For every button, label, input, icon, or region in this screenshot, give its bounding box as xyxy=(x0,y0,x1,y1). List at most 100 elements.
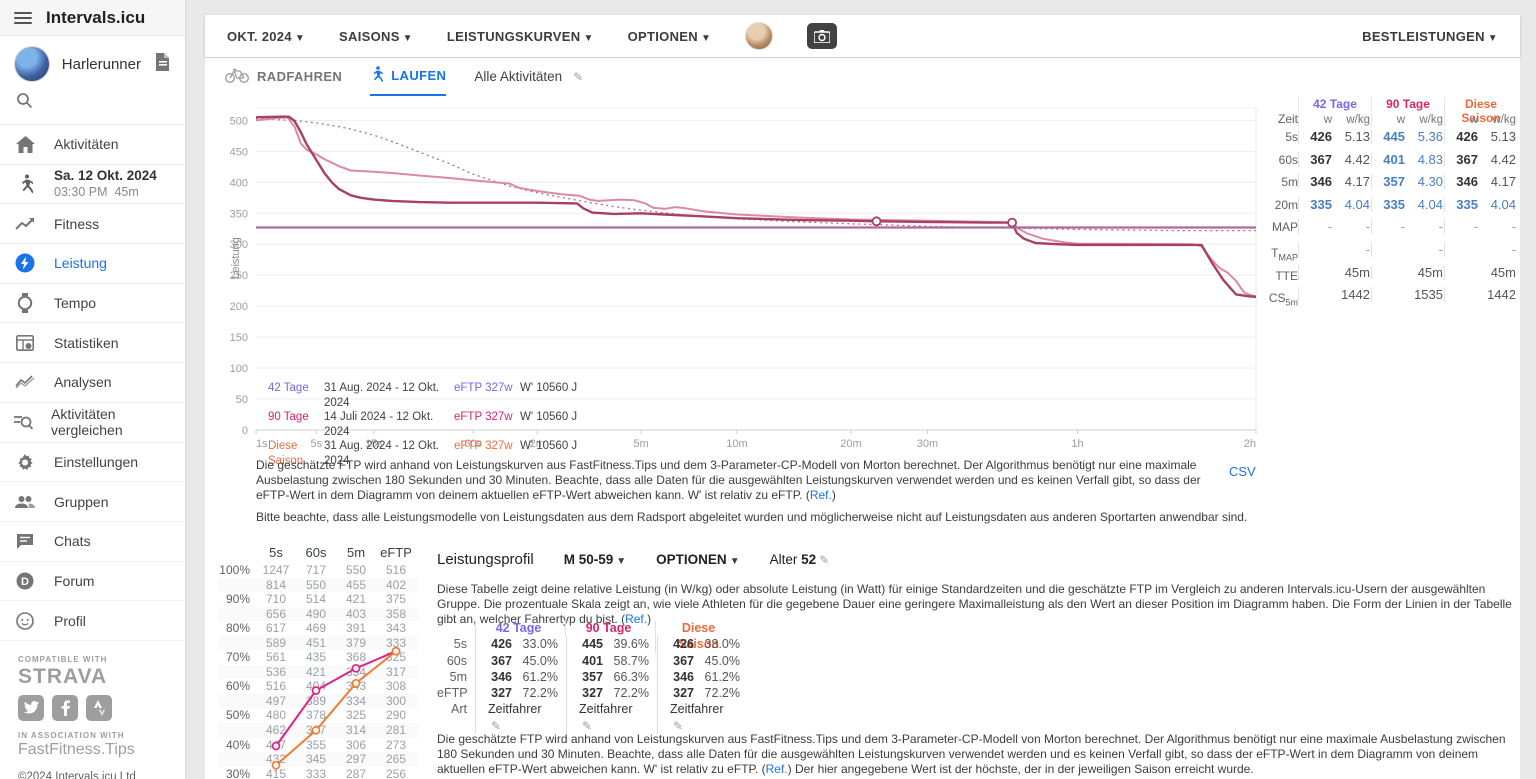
percentile-value: 814 xyxy=(265,577,287,592)
rider-type-cell[interactable]: Zeitfahrer ✎ xyxy=(475,701,558,735)
sidebar-item-analysis[interactable]: Analysen xyxy=(0,363,185,403)
sidebar-item-profile[interactable]: Profil xyxy=(0,601,185,641)
percentile-value: 345 xyxy=(305,752,327,767)
percentile-value: 435 xyxy=(305,650,327,665)
facebook-icon[interactable] xyxy=(52,694,78,721)
sidebar-search[interactable] xyxy=(0,86,185,125)
ref-link[interactable]: Ref. xyxy=(625,612,648,626)
strava-social-icon[interactable] xyxy=(86,694,112,721)
percentile-value: 334 xyxy=(345,693,367,708)
svg-text:10m: 10m xyxy=(726,438,747,450)
percentile-value: 589 xyxy=(265,635,287,650)
notes-file-icon[interactable] xyxy=(153,52,171,77)
bests-row: 5m 346 4.17 357 4.30 346 4.17 xyxy=(1281,174,1516,190)
percentile-value: 333 xyxy=(385,635,407,650)
runner-icon xyxy=(14,174,36,194)
runner-tab-icon xyxy=(370,66,384,85)
percentile-value: 469 xyxy=(305,621,327,636)
bests-row: MAP - - - - - - xyxy=(1271,219,1516,235)
svg-text:1h: 1h xyxy=(1071,438,1083,450)
sidebar-item-settings[interactable]: Einstellungen xyxy=(0,443,185,483)
sidebar-header: Intervals.icu xyxy=(0,0,185,36)
csv-link[interactable]: CSV xyxy=(1229,464,1256,479)
edit-age-icon[interactable]: ✎ xyxy=(819,553,830,567)
percentile-row: 70% 561 435 368 325 xyxy=(218,650,418,665)
search-icon[interactable] xyxy=(16,93,33,113)
ref-link[interactable]: Ref. xyxy=(809,488,832,502)
legend-row-90d[interactable]: 90 Tage 14 Juli 2024 - 12 Okt. 2024 eFTP… xyxy=(268,411,578,438)
ref-link[interactable]: Ref. xyxy=(765,762,788,776)
percentile-value: 354 xyxy=(345,664,367,679)
percentile-value: 710 xyxy=(265,592,287,607)
chevron-down-icon: ▼ xyxy=(700,32,712,44)
svg-text:30m: 30m xyxy=(917,438,938,450)
profile-cell: 367 45.0% xyxy=(475,652,558,669)
sidebar-item-fitness[interactable]: Fitness xyxy=(0,204,185,245)
user-avatar[interactable] xyxy=(14,46,50,82)
legend-row-season[interactable]: Diese Saison 31 Aug. 2024 - 12 Okt. 2024… xyxy=(268,440,578,467)
percentile-value: 343 xyxy=(345,679,367,694)
toolbar: OKT. 2024 ▼ SAISONS ▼ LEISTUNGSKURVEN ▼ OPT… xyxy=(205,15,1520,57)
best-efforts-table: 42 Tage 90 Tage Diese Saison Zeit w w/kg w w/kg… xyxy=(1266,97,1518,310)
percentile-value: 300 xyxy=(385,693,407,708)
rider-type-cell[interactable]: Zeitfahrer ✎ xyxy=(657,701,740,735)
best-efforts-menu[interactable]: BESTLEISTUNGEN ▼ xyxy=(1362,28,1498,44)
profile-options-menu[interactable]: OPTIONEN ▼ xyxy=(656,552,740,567)
percentile-value: 497 xyxy=(265,693,287,708)
rider-type-cell[interactable]: Zeitfahrer ✎ xyxy=(566,701,649,735)
bests-header: 42 Tage 90 Tage Diese Saison xyxy=(1266,97,1518,125)
chat-icon xyxy=(14,533,36,550)
tab-all-activities[interactable]: Alle Aktivitäten ✎ xyxy=(474,69,584,84)
percentile-row: 462 367 314 281 xyxy=(218,723,418,738)
twitter-icon[interactable] xyxy=(18,694,44,721)
sidebar-item-forum[interactable]: D Forum xyxy=(0,562,185,602)
percentile-value: 281 xyxy=(385,723,407,738)
profile-description: Diese Tabelle zeigt deine relative Leist… xyxy=(437,582,1512,626)
fastfitness-logo: FastFitness.Tips xyxy=(18,740,135,758)
power-curves-menu[interactable]: LEISTUNGSKURVEN ▼ xyxy=(446,28,594,44)
percentile-value: 333 xyxy=(305,766,327,779)
profile-comparison-table: 42 Tage 90 Tage Diese Saison 5s 426 33.0% 445 3… xyxy=(437,620,740,735)
camera-icon[interactable] xyxy=(807,23,838,49)
tab-cycling[interactable]: RADFAHREN xyxy=(224,68,342,95)
percentile-value: 358 xyxy=(385,606,407,621)
hamburger-menu-icon[interactable] xyxy=(14,11,32,24)
sidebar-item-current-activity[interactable]: Sa. 12 Okt. 2024 03:30 PM 45m xyxy=(0,165,185,205)
legend-row-42d[interactable]: 42 Tage 31 Aug. 2024 - 12 Okt. 2024 eFTP… xyxy=(268,382,578,409)
edit-pencil-icon[interactable]: ✎ xyxy=(573,69,584,84)
profile-face-icon xyxy=(14,611,36,630)
compatible-with-label: COMPATIBLE WITH xyxy=(18,654,108,664)
options-menu[interactable]: OPTIONEN ▼ xyxy=(627,28,712,44)
sidebar-footer: COMPATIBLE WITH STRAVA IN ASSOCIATION WI… xyxy=(0,641,185,779)
month-menu[interactable]: OKT. 2024 ▼ xyxy=(227,28,306,44)
profile-row[interactable]: Harlerunner xyxy=(0,36,185,86)
content-card xyxy=(205,58,1520,779)
bests-cell: 357 4.30 xyxy=(1371,174,1444,190)
bests-group-header: 90 Tage xyxy=(1371,97,1444,111)
percentile-value: 375 xyxy=(385,592,407,607)
sidebar-item-power[interactable]: Leistung xyxy=(0,244,185,284)
svg-text:250: 250 xyxy=(230,270,248,282)
sport-tabs: RADFAHREN LAUFEN Alle Aktivitäten ✎ xyxy=(224,66,584,96)
bests-group-header: 42 Tage xyxy=(1298,97,1371,111)
age-label: Alter xyxy=(769,552,798,567)
svg-text:20m: 20m xyxy=(840,438,861,450)
seasons-menu[interactable]: SAISONS ▼ xyxy=(339,28,413,44)
sidebar-item-compare-activities[interactable]: Aktivitäten vergleichen xyxy=(0,403,185,443)
sidebar-item-statistics[interactable]: Statistiken xyxy=(0,323,185,364)
svg-text:200: 200 xyxy=(230,301,248,313)
sidebar-item-chats[interactable]: Chats xyxy=(0,522,185,562)
stats-table-icon xyxy=(14,334,36,351)
sidebar-item-pace[interactable]: Tempo xyxy=(0,284,185,324)
tab-running[interactable]: LAUFEN xyxy=(370,66,447,96)
profile-table-row: 5s 426 33.0% 445 39.6% 426 33.0% xyxy=(453,636,740,653)
group-select[interactable]: M 50-59 ▼ xyxy=(563,552,627,567)
bests-cell: 1535 xyxy=(1371,287,1444,303)
toolbar-avatar[interactable] xyxy=(745,22,774,50)
sidebar-item-groups[interactable]: Gruppen xyxy=(0,482,185,522)
chevron-down-icon: ▼ xyxy=(616,556,627,567)
power-duration-chart[interactable]: 0 50 100 150 200 250 300 350 400 450 500 1s 5s 15s 60s… xyxy=(230,107,1257,450)
profile-cell: 346 61.2% xyxy=(475,668,558,686)
percentile-value: 421 xyxy=(345,592,367,607)
sidebar-item-activities[interactable]: Aktivitäten xyxy=(0,125,185,165)
